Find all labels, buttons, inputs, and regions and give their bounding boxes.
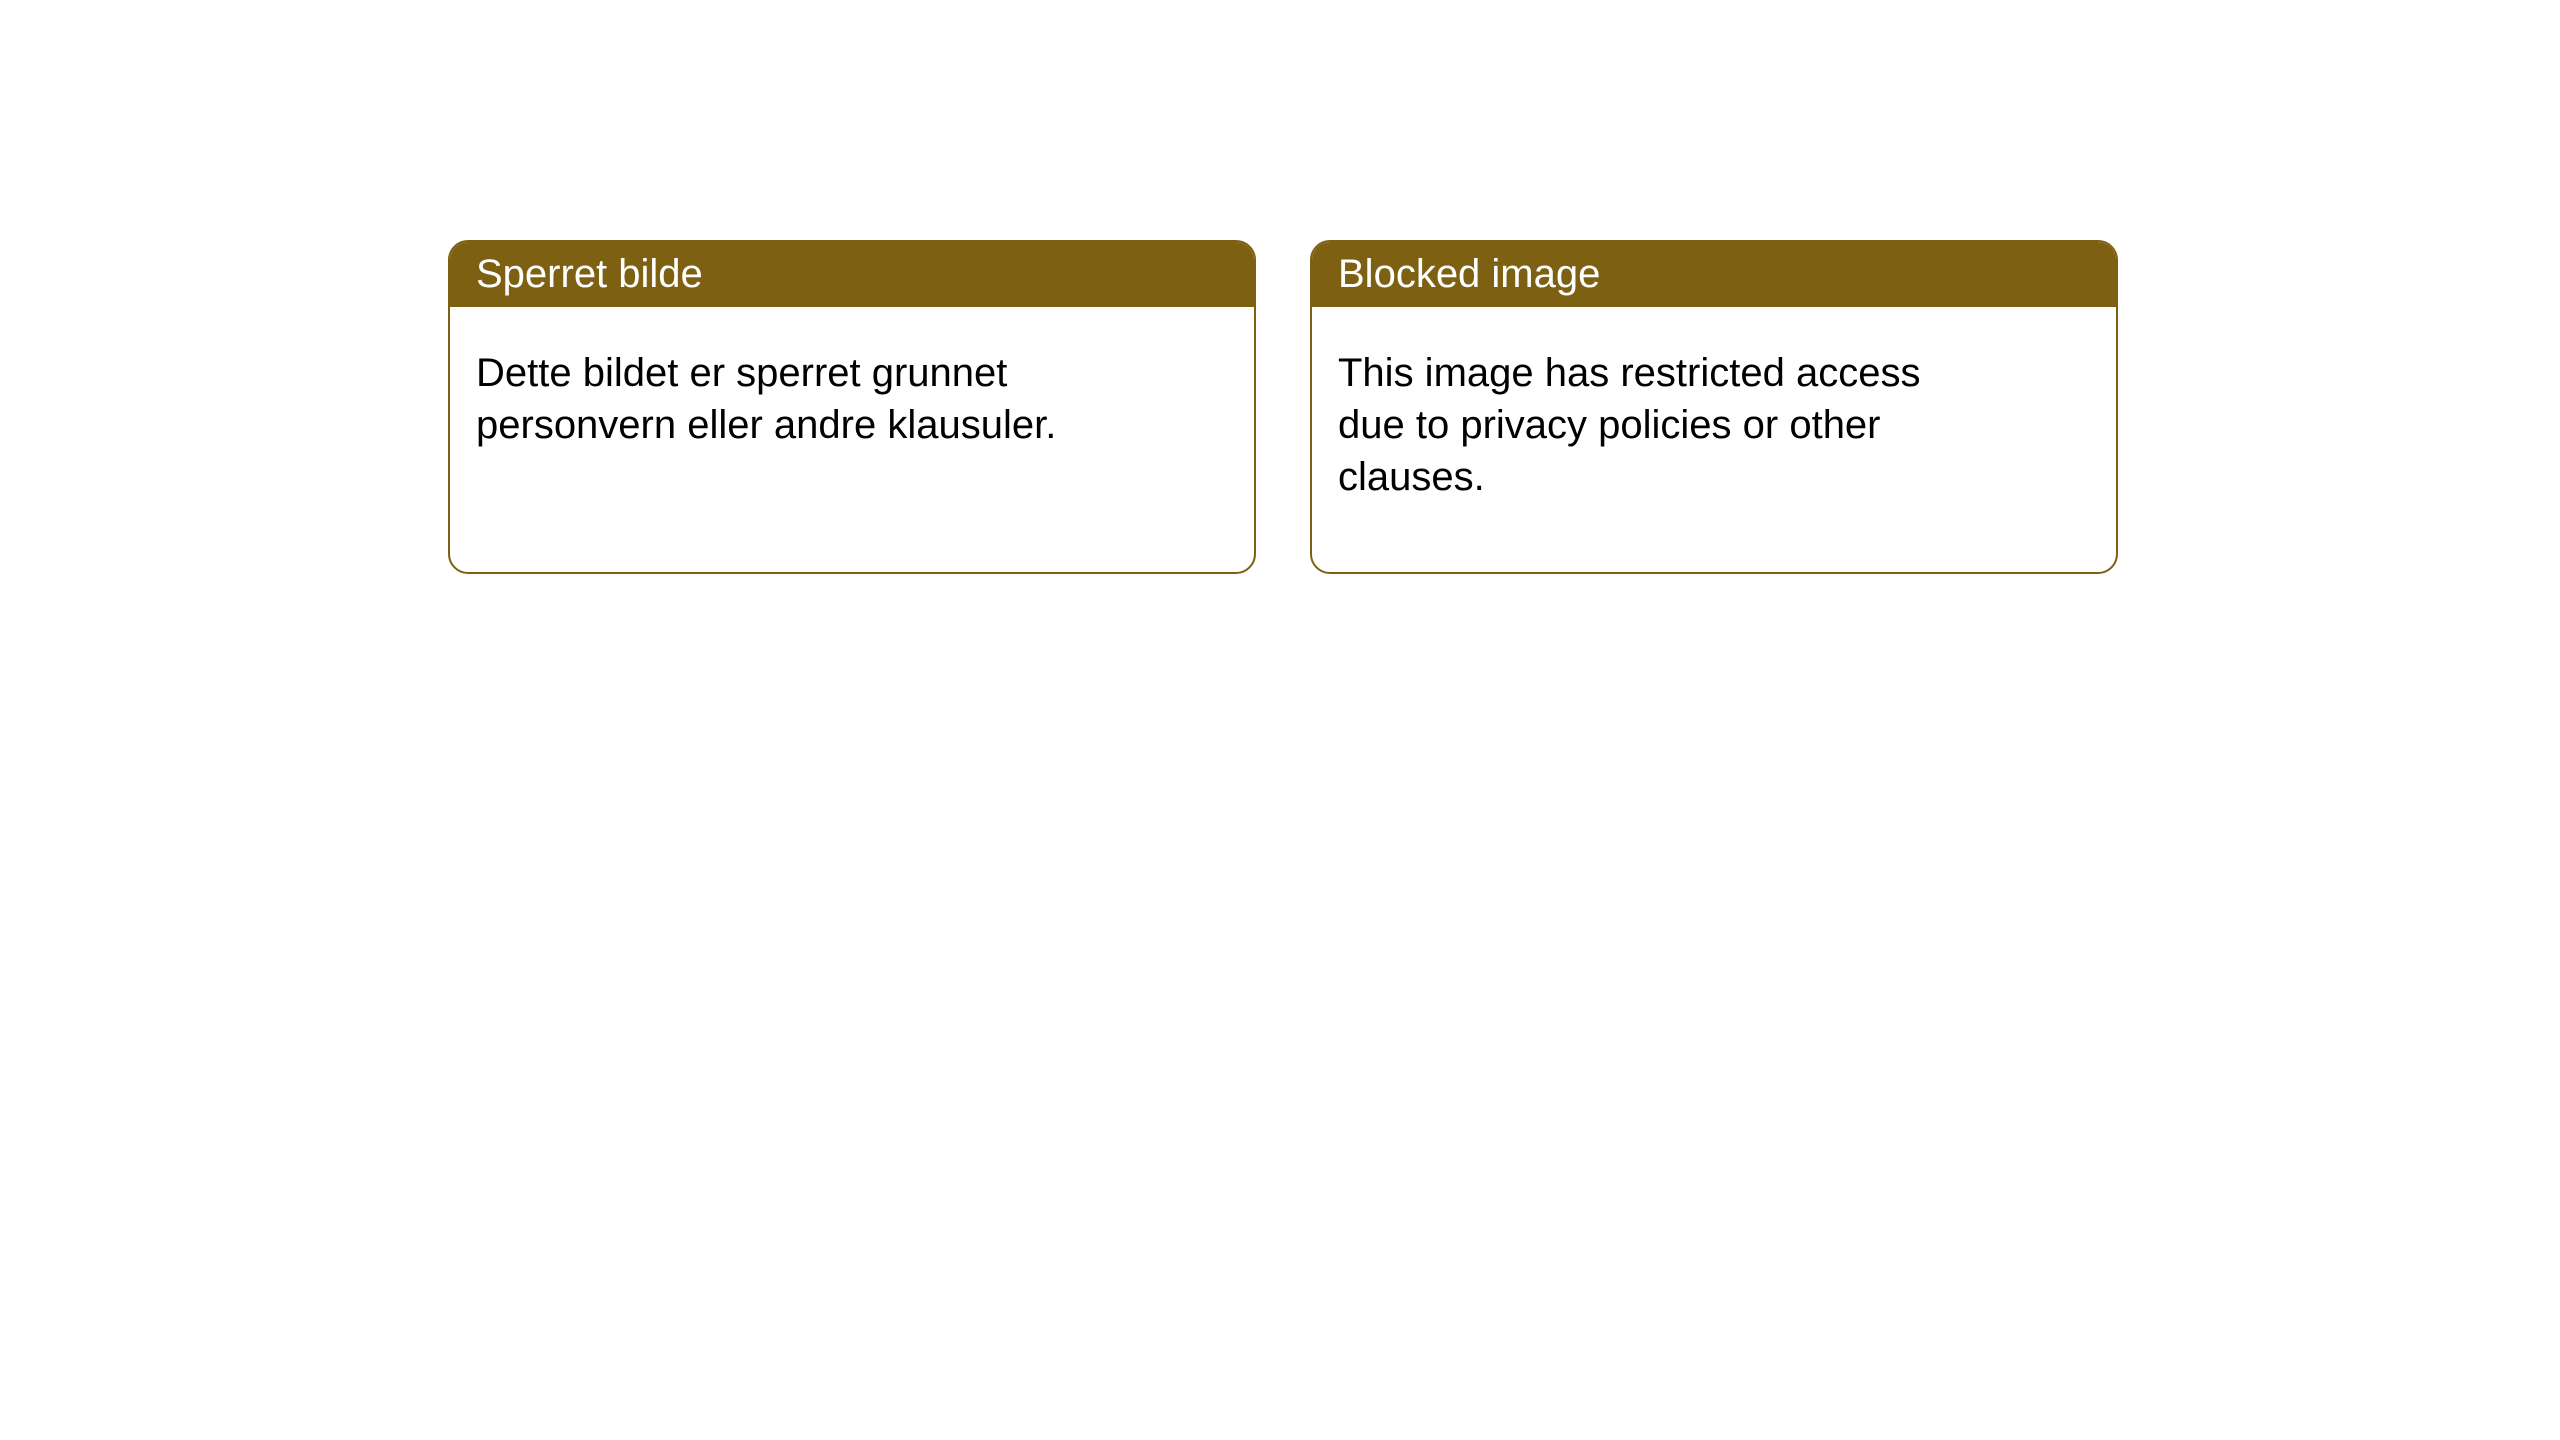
- blocked-image-card-no: Sperret bilde Dette bildet er sperret gr…: [448, 240, 1256, 574]
- card-body-en: This image has restricted access due to …: [1312, 307, 2012, 543]
- card-header-no: Sperret bilde: [450, 242, 1254, 307]
- card-header-en: Blocked image: [1312, 242, 2116, 307]
- notice-cards-container: Sperret bilde Dette bildet er sperret gr…: [448, 240, 2118, 574]
- card-body-no: Dette bildet er sperret grunnet personve…: [450, 307, 1150, 491]
- blocked-image-card-en: Blocked image This image has restricted …: [1310, 240, 2118, 574]
